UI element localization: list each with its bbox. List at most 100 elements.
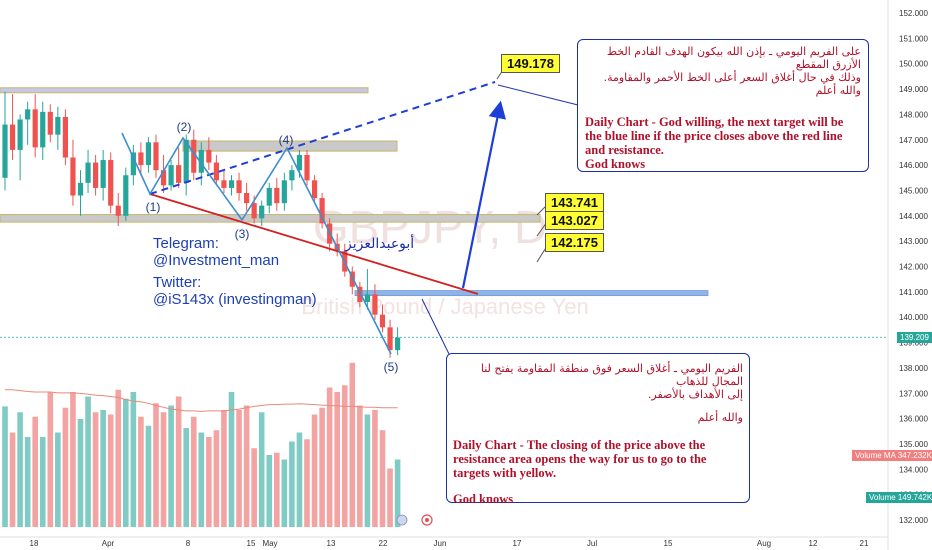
candle-body bbox=[25, 109, 31, 120]
y-tick-label: 137.000 bbox=[899, 389, 928, 398]
volume-bar bbox=[175, 396, 182, 527]
candle-body bbox=[387, 327, 393, 351]
note-bottom: الفريم اليومي ـ أغلاق السعر فوق منطقة ال… bbox=[446, 353, 750, 506]
candle-body bbox=[357, 286, 363, 302]
target-tag-149178: 149.178 bbox=[501, 54, 560, 73]
zone-support bbox=[0, 214, 541, 223]
volume-bar bbox=[236, 410, 242, 527]
y-tick-label: 132.000 bbox=[899, 516, 928, 525]
y-tick-label: 144.000 bbox=[899, 212, 928, 221]
telegram-handle: @Investment_man bbox=[153, 252, 280, 269]
volume-bar bbox=[153, 403, 159, 527]
candle-body bbox=[364, 294, 370, 302]
candle-body bbox=[70, 157, 76, 196]
volume-badge: Volume 149.742K bbox=[866, 492, 932, 503]
telegram-label: Telegram: bbox=[153, 235, 219, 252]
x-tick-label: 15 bbox=[664, 539, 673, 548]
candle-body bbox=[296, 154, 303, 171]
candle-body bbox=[191, 139, 197, 173]
y-tick-label: 151.000 bbox=[899, 34, 928, 43]
volume-bar bbox=[274, 452, 280, 527]
volume-bar bbox=[24, 437, 31, 527]
blue-dashed-target-line bbox=[149, 81, 496, 195]
volume-bar bbox=[62, 407, 69, 527]
candle-body bbox=[93, 162, 99, 188]
candle-body bbox=[372, 294, 378, 315]
x-tick-label: Jul bbox=[587, 539, 597, 548]
y-tick-label: 143.000 bbox=[899, 237, 928, 246]
wave-label: (3) bbox=[235, 227, 250, 241]
volume-bar bbox=[145, 425, 152, 527]
volume-bar bbox=[55, 432, 61, 527]
y-tick-label: 141.000 bbox=[899, 288, 928, 297]
volume-bar bbox=[326, 387, 333, 527]
y-tick-label: 136.000 bbox=[899, 415, 928, 424]
volume-bar bbox=[379, 430, 386, 527]
volume-bar bbox=[9, 432, 16, 527]
note-bottom-pointer bbox=[421, 298, 451, 357]
y-tick-label: 138.000 bbox=[899, 364, 928, 373]
wave-label: (5) bbox=[384, 360, 399, 374]
x-tick-label: 13 bbox=[327, 539, 336, 548]
candle-body bbox=[168, 165, 174, 186]
candle-body bbox=[213, 162, 219, 181]
candle-body bbox=[228, 180, 235, 188]
y-tick-label: 142.000 bbox=[899, 263, 928, 272]
wave-label: (4) bbox=[279, 133, 294, 147]
candle-body bbox=[130, 152, 136, 176]
candle-body bbox=[206, 149, 212, 163]
candle-body bbox=[198, 149, 204, 173]
y-tick-label: 149.000 bbox=[899, 85, 928, 94]
volume-bar bbox=[334, 392, 340, 527]
note-top-arabic-3: والله أعلم bbox=[815, 84, 861, 97]
volume-bar bbox=[311, 414, 318, 527]
candle-body bbox=[108, 160, 114, 206]
candle-body bbox=[395, 337, 401, 351]
candle-body bbox=[160, 170, 167, 186]
red-trendline bbox=[149, 193, 479, 295]
volume-bar bbox=[372, 410, 378, 527]
wave-label: (1) bbox=[146, 200, 161, 214]
volume-bar bbox=[138, 416, 144, 527]
candle-body bbox=[266, 187, 272, 206]
candle-body bbox=[47, 111, 53, 135]
volume-bar bbox=[296, 432, 303, 527]
last-price-label: 139.209 bbox=[897, 332, 932, 343]
candle-body bbox=[259, 205, 265, 219]
candle-body bbox=[274, 187, 280, 204]
candle-body bbox=[138, 152, 144, 166]
volume-ma-badge: Volume MA 347.232K bbox=[852, 450, 932, 461]
zone-resistance_box bbox=[354, 290, 709, 297]
volume-bar bbox=[387, 468, 393, 527]
volume-bar bbox=[39, 437, 46, 527]
volume-bar bbox=[349, 362, 356, 527]
x-tick-label: May bbox=[262, 539, 277, 548]
y-tick-label: 152.000 bbox=[899, 9, 928, 18]
note-top-pointer bbox=[497, 84, 579, 106]
candle-body bbox=[77, 182, 84, 196]
volume-bar bbox=[266, 455, 273, 527]
elliott-wave-line bbox=[121, 132, 392, 355]
target-tag-143741: 143.741 bbox=[545, 193, 604, 212]
candle-body bbox=[2, 124, 8, 178]
candle-body bbox=[221, 180, 227, 188]
volume-bar bbox=[364, 414, 371, 527]
candle-body bbox=[9, 124, 16, 150]
volume-bar bbox=[281, 459, 288, 527]
x-tick-label: Aug bbox=[757, 539, 771, 548]
volume-bar bbox=[2, 406, 8, 527]
volume-value: 149.742K bbox=[897, 493, 932, 502]
volume-bar bbox=[32, 416, 38, 527]
target-arrow bbox=[461, 100, 507, 289]
x-tick-label: Jun bbox=[434, 539, 447, 548]
volume-ma-label: Volume MA bbox=[855, 451, 896, 460]
volume-bar bbox=[77, 419, 84, 527]
volume-bar bbox=[228, 392, 235, 527]
candle-body bbox=[153, 142, 159, 171]
y-tick-label: 146.000 bbox=[899, 161, 928, 170]
zone-resistance_top bbox=[0, 87, 369, 94]
symbol-watermark: GBPJPY, D bbox=[313, 201, 547, 253]
candle-body bbox=[304, 154, 310, 181]
candle-body bbox=[40, 111, 46, 148]
